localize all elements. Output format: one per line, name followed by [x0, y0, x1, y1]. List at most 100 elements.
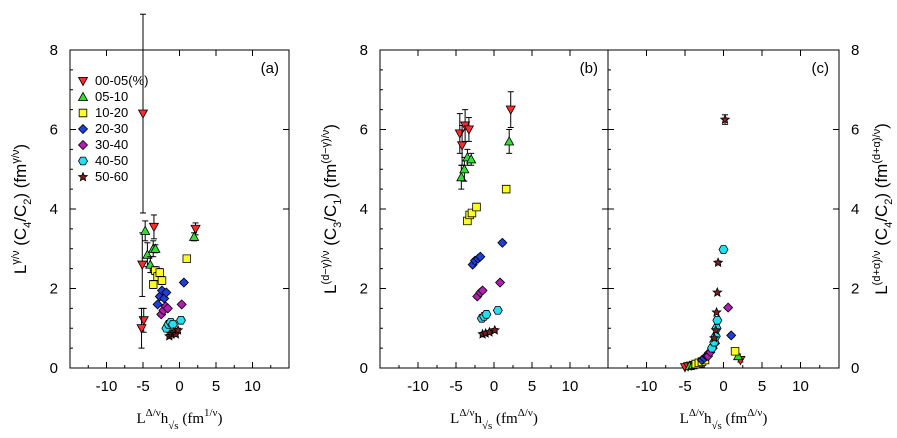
data-point [730, 347, 740, 356]
data-point [712, 316, 723, 325]
x-tick-label: -5 [136, 378, 149, 395]
data-point [150, 243, 161, 253]
data-point [456, 171, 467, 182]
data-point [148, 222, 160, 233]
legend-label: 30-40 [95, 137, 128, 152]
x-axis-label: LΔ/νh√s (fm1/ν) [136, 407, 222, 432]
x-tick-label: 5 [528, 378, 536, 395]
panel-label: (b) [580, 60, 598, 77]
series-50-60 [164, 324, 184, 341]
data-point [492, 306, 503, 315]
y-tick-label: 6 [50, 122, 58, 139]
y-axis-label: Lγ/ν (C4/C2) (fmγ/ν) [10, 144, 34, 274]
panel-b: -10 -5 0 5 10 0 2 4 6 8 (b) L(d−γ)/ν (C3/C1) (fm(d−… [320, 42, 609, 432]
legend-marker [77, 123, 89, 135]
data-point [175, 316, 186, 325]
data-point [137, 109, 149, 119]
x-tick-label: -10 [96, 378, 118, 395]
data-point [489, 324, 501, 335]
series-30-40 [156, 299, 187, 320]
legend-marker [77, 91, 89, 101]
data-point [459, 163, 470, 174]
y-tick-label: 4 [50, 201, 58, 218]
y-tick-label: 0 [360, 360, 368, 377]
legend-marker [77, 77, 89, 87]
data-point [138, 316, 149, 326]
x-tick-label: 10 [792, 378, 809, 395]
y-tick-label: 8 [851, 42, 859, 59]
series-05-10 [456, 129, 515, 190]
data-point [723, 302, 734, 313]
x-tick-label: -10 [636, 378, 658, 395]
y-tick-label: 6 [360, 122, 368, 139]
y-tick-label: 0 [851, 360, 859, 377]
x-axis-label: LΔ/νh√s (fmΔ/ν) [450, 407, 538, 432]
legend-label: 20-30 [95, 121, 128, 136]
series-00-05(%) [136, 13, 201, 349]
y-tick-label: 8 [360, 42, 368, 59]
data-point [136, 324, 147, 334]
data-point [456, 141, 468, 151]
data-point [182, 254, 192, 263]
x-tick-label: 10 [562, 378, 579, 395]
series-05-10 [140, 220, 200, 274]
legend-label: 40-50 [95, 153, 128, 168]
x-tick-label: 0 [490, 378, 498, 395]
data-point [162, 303, 173, 314]
y-tick-label: 6 [851, 122, 859, 139]
data-point [152, 299, 163, 310]
data-point [477, 285, 488, 296]
x-tick-label: -10 [407, 378, 429, 395]
y-tick-label: 2 [851, 281, 859, 298]
series-10-20 [463, 184, 511, 226]
legend-label: 05-10 [95, 89, 128, 104]
data-point [475, 251, 486, 262]
data-point [466, 153, 477, 164]
x-tick-label: 5 [758, 378, 766, 395]
data-point [712, 286, 723, 297]
y-axis-label: L(d+α)/ν (C4/C2) (fm(d+α)/ν) [871, 123, 895, 295]
data-point [172, 324, 184, 335]
data-point [719, 114, 731, 125]
data-point [504, 136, 515, 146]
legend-marker [77, 139, 89, 151]
y-tick-label: 4 [360, 201, 368, 218]
x-tick-label: -5 [449, 378, 462, 395]
y-tick-label: 2 [50, 281, 58, 298]
y-tick-label: 2 [360, 281, 368, 298]
legend-marker [78, 156, 88, 166]
x-tick-label: -5 [678, 378, 691, 395]
data-point [161, 287, 172, 298]
data-point [712, 257, 724, 268]
data-point [710, 324, 722, 335]
series-30-40 [472, 277, 506, 302]
data-point [178, 277, 189, 288]
legend-marker [78, 108, 88, 118]
data-point [190, 224, 201, 235]
panel-label: (a) [261, 60, 279, 77]
data-point [157, 276, 167, 285]
series-50-60 [477, 324, 501, 339]
x-axis-label: LΔ/νh√s (fmΔ/ν) [680, 407, 768, 432]
x-tick-label: 0 [719, 378, 727, 395]
data-point [176, 299, 187, 310]
data-point [495, 277, 506, 288]
data-point [472, 202, 481, 212]
panel-c: -10 -5 0 5 10 0 2 4 6 8 (c) L(d+α)/ν (C4/C2) (fm(d+… [607, 42, 895, 432]
plot-frame [379, 49, 609, 369]
x-tick-label: 10 [244, 378, 261, 395]
data-point [167, 319, 178, 329]
legend-label: 00-05(%) [95, 73, 148, 88]
data-point [148, 280, 158, 289]
series-40-50 [161, 316, 186, 333]
series-20-30 [152, 277, 189, 310]
series-10-20 [148, 254, 192, 289]
data-point [708, 332, 720, 343]
legend-marker [77, 171, 89, 182]
panel-a: -10 -5 0 5 10 0 2 4 6 8 (a) Lγ/ν (C4/C2) (fmγ/ν) LΔ/… [10, 13, 290, 432]
data-point [718, 245, 729, 254]
data-point [137, 260, 148, 270]
y-tick-label: 0 [50, 360, 58, 377]
data-point [732, 350, 744, 361]
